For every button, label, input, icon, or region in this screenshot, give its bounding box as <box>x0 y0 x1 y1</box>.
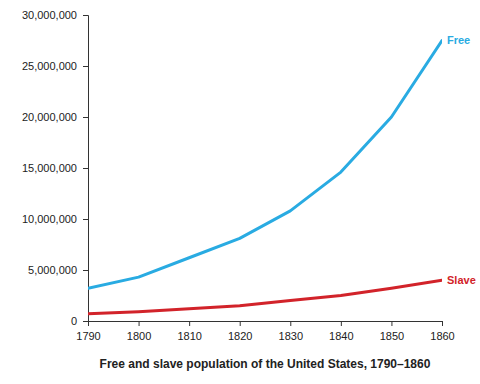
y-tick-label: 25,000,000 <box>22 60 77 72</box>
y-tick-label: 15,000,000 <box>22 162 77 174</box>
x-tick-label: 1860 <box>430 330 454 342</box>
lines <box>88 41 442 314</box>
plot: 1790 1800 1810 1820 1830 1840 1850 1860 0 5,000,0… <box>22 9 476 342</box>
x-tick-mark <box>139 321 140 326</box>
chart-title: Free and slave population of the United … <box>100 357 431 371</box>
y-tick: 0 <box>71 315 88 327</box>
x-tick-label: 1820 <box>228 330 252 342</box>
series-label: Slave <box>447 274 476 286</box>
y-tick: 25,000,000 <box>22 60 88 72</box>
y-axis-line <box>83 16 89 322</box>
series-line <box>88 280 442 314</box>
x-tick-mark <box>290 321 291 326</box>
x-tick-label: 1830 <box>279 330 303 342</box>
y-tick-label: 5,000,000 <box>28 264 77 276</box>
x-tick: 1840 <box>329 321 353 342</box>
y-tick-mark <box>83 117 88 118</box>
x-tick-label: 1790 <box>76 330 100 342</box>
x-axis: 1790 1800 1810 1820 1830 1840 1850 1860 <box>76 321 454 342</box>
y-tick-label: 0 <box>71 315 77 327</box>
x-tick-label: 1850 <box>380 330 404 342</box>
x-tick: 1850 <box>380 321 404 342</box>
x-tick-mark <box>391 321 392 326</box>
x-tick: 1800 <box>127 321 151 342</box>
x-tick: 1830 <box>279 321 303 342</box>
y-tick: 20,000,000 <box>22 111 88 123</box>
y-tick-mark <box>83 168 88 169</box>
x-tick: 1820 <box>228 321 252 342</box>
series-line <box>88 41 442 289</box>
series-labels: Free Slave <box>447 34 476 286</box>
y-tick-mark <box>83 66 88 67</box>
y-tick: 15,000,000 <box>22 162 88 174</box>
chart: 1790 1800 1810 1820 1830 1840 1850 1860 0 5,000,0… <box>0 0 480 384</box>
y-tick-mark <box>83 270 88 271</box>
x-tick-mark <box>442 321 443 326</box>
y-tick: 10,000,000 <box>22 213 88 225</box>
y-tick: 30,000,000 <box>22 9 88 21</box>
x-tick-label: 1800 <box>127 330 151 342</box>
x-tick-mark <box>189 321 190 326</box>
x-tick: 1810 <box>177 321 201 342</box>
y-axis: 0 5,000,000 10,000,000 15,000,000 20,000,000… <box>22 9 89 327</box>
y-tick-mark <box>83 321 88 322</box>
x-axis-line <box>89 322 443 327</box>
x-tick: 1790 <box>76 321 100 342</box>
x-tick-mark <box>240 321 241 326</box>
y-tick-mark <box>83 219 88 220</box>
y-tick: 5,000,000 <box>28 264 88 276</box>
y-tick-mark <box>83 15 88 16</box>
x-tick-mark <box>341 321 342 326</box>
series-label: Free <box>447 34 470 46</box>
x-tick: 1860 <box>430 321 454 342</box>
x-tick-label: 1810 <box>177 330 201 342</box>
y-tick-label: 30,000,000 <box>22 9 77 21</box>
x-tick-label: 1840 <box>329 330 353 342</box>
y-tick-label: 10,000,000 <box>22 213 77 225</box>
y-tick-label: 20,000,000 <box>22 111 77 123</box>
